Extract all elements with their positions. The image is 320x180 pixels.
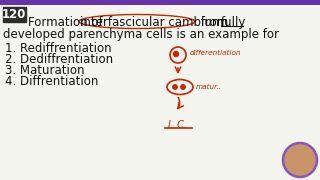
Text: from: from [197, 16, 232, 29]
FancyBboxPatch shape [3, 6, 26, 21]
Text: developed parenchyma cells is an example for: developed parenchyma cells is an example… [3, 28, 279, 41]
Text: fully: fully [221, 16, 246, 29]
Text: I. C.: I. C. [168, 120, 187, 130]
Circle shape [173, 85, 177, 89]
Circle shape [283, 143, 317, 177]
Text: Formation of: Formation of [28, 16, 106, 29]
Text: 4. Diffrentiation: 4. Diffrentiation [5, 75, 98, 88]
Text: 120: 120 [2, 8, 26, 21]
Text: 1. Rediffrentiation: 1. Rediffrentiation [5, 42, 112, 55]
Bar [0, 0, 320, 5]
Circle shape [181, 85, 185, 89]
Text: matur..: matur.. [196, 84, 222, 90]
Text: differentiation: differentiation [190, 50, 242, 56]
Text: interfascicular cambium: interfascicular cambium [80, 16, 223, 29]
Circle shape [173, 51, 179, 57]
Text: 2. Dediffrentiation: 2. Dediffrentiation [5, 53, 113, 66]
Text: 3. Maturation: 3. Maturation [5, 64, 84, 77]
